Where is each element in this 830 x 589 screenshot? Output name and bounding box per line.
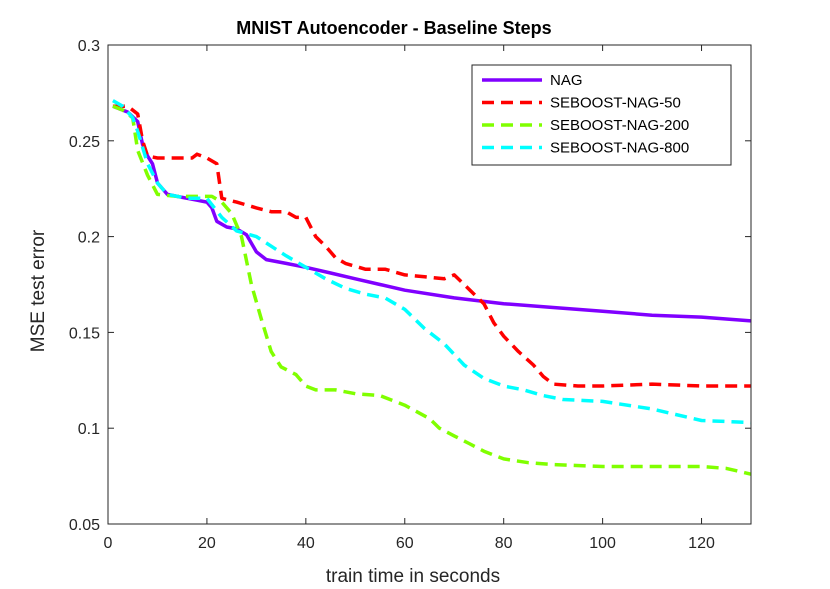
legend-label: SEBOOST-NAG-200: [550, 117, 689, 134]
chart-title: MNIST Autoencoder - Baseline Steps: [236, 18, 551, 38]
x-tick-label: 0: [104, 535, 113, 552]
x-axis: 0 20 40 60 80 100 120: [104, 45, 715, 552]
x-axis-label: train time in seconds: [326, 566, 500, 587]
y-axis: 0.05 0.1 0.15 0.2 0.25 0.3: [69, 38, 751, 534]
y-tick-label: 0.15: [69, 325, 100, 342]
x-tick-label: 20: [198, 535, 216, 552]
legend-label: NAG: [550, 72, 583, 89]
legend-label: SEBOOST-NAG-50: [550, 95, 681, 112]
legend-label: SEBOOST-NAG-800: [550, 140, 689, 157]
y-tick-label: 0.1: [78, 421, 100, 438]
x-tick-label: 40: [297, 535, 315, 552]
x-tick-label: 60: [396, 535, 414, 552]
x-tick-label: 80: [495, 535, 513, 552]
plot-area: [112, 99, 752, 476]
y-axis-label: MSE test error: [28, 229, 49, 352]
series-line-seboost-nag-50: [112, 104, 751, 388]
x-tick-label: 120: [688, 535, 715, 552]
y-tick-label: 0.05: [69, 517, 100, 534]
x-tick-label: 100: [589, 535, 616, 552]
y-tick-label: 0.25: [69, 134, 100, 151]
y-tick-label: 0.3: [78, 38, 100, 55]
series-line-seboost-nag-800: [112, 99, 752, 425]
plot-frame: [107, 44, 752, 525]
y-tick-label: 0.2: [78, 230, 100, 247]
legend: NAG SEBOOST-NAG-50 SEBOOST-NAG-200 SEBOOST-…: [471, 64, 732, 166]
